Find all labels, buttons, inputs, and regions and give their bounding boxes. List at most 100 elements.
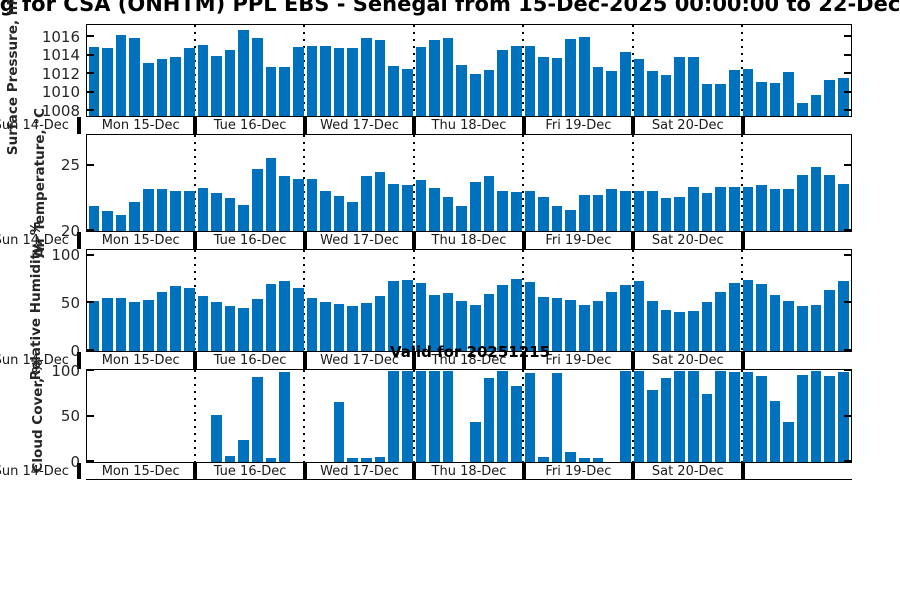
day-label: Tue 16-Dec <box>213 118 287 133</box>
bar <box>647 390 658 462</box>
bar <box>88 206 100 231</box>
bar <box>688 311 699 351</box>
day-label: Fri 19-Dec <box>545 464 612 479</box>
day-label: Fri 19-Dec <box>545 233 612 248</box>
bar <box>388 65 399 116</box>
y-tick-mark <box>87 253 94 256</box>
bar <box>497 190 508 231</box>
bar <box>579 305 590 351</box>
day-label: Wed 17-Dec <box>320 353 400 368</box>
bar <box>579 458 590 462</box>
bar <box>538 56 549 116</box>
bar <box>129 202 140 231</box>
bar <box>238 204 249 231</box>
day-boundary-gridline <box>522 25 525 116</box>
day-label: Sat 20-Dec <box>651 233 724 248</box>
bar <box>252 298 263 351</box>
bar <box>333 195 345 231</box>
day-label: Tue 16-Dec <box>213 233 287 248</box>
bar <box>756 375 767 462</box>
bar <box>374 456 386 462</box>
bar <box>538 296 549 351</box>
bar <box>660 75 672 116</box>
day-label: Thu 18-Dec <box>431 233 507 248</box>
bar <box>265 458 277 462</box>
bar <box>783 72 794 116</box>
y-tick-label: 1008 <box>41 101 80 120</box>
bar <box>238 308 249 351</box>
y-tick-mark <box>87 229 94 231</box>
bar <box>810 371 822 462</box>
bar <box>183 288 195 351</box>
bar <box>688 56 699 116</box>
bar <box>783 189 794 231</box>
subplot-4-ylabel: Cloud Cover, % <box>30 359 46 473</box>
bar <box>524 282 536 351</box>
bar <box>415 283 427 351</box>
bar <box>810 94 822 116</box>
bar <box>769 294 781 351</box>
y-tick-mark <box>844 90 851 93</box>
y-tick-mark <box>844 53 851 56</box>
bar <box>647 300 658 351</box>
bar <box>824 290 835 351</box>
bar <box>510 386 522 462</box>
bar <box>565 452 576 462</box>
bar <box>88 47 100 116</box>
day-boundary-gridline <box>741 25 744 116</box>
bar <box>292 288 304 351</box>
bar <box>197 44 209 116</box>
bar <box>470 74 481 116</box>
day-boundary-tick <box>631 117 636 134</box>
day-boundary-gridline <box>631 25 634 116</box>
bar <box>742 186 754 231</box>
bar <box>742 371 754 462</box>
bar <box>129 38 140 116</box>
bar <box>824 375 835 462</box>
day-boundary-tick <box>302 232 307 249</box>
bar <box>551 372 563 462</box>
bar <box>483 176 495 231</box>
bar <box>470 181 481 231</box>
bar <box>510 46 522 116</box>
bar <box>660 198 672 231</box>
bar <box>279 176 290 231</box>
day-boundary-tick <box>302 463 307 479</box>
bar <box>401 279 413 351</box>
bar <box>265 284 277 351</box>
day-boundary-tick <box>412 232 417 249</box>
y-tick-label: 0 <box>70 452 80 471</box>
bar <box>769 401 781 462</box>
bar <box>647 70 658 116</box>
bar <box>170 190 181 231</box>
day-boundary-gridline <box>412 370 415 462</box>
day-label: Wed 17-Dec <box>320 118 400 133</box>
bar <box>224 50 236 116</box>
day-boundary-tick <box>740 232 745 249</box>
day-boundary-gridline <box>193 250 196 351</box>
day-boundary-gridline <box>631 370 634 462</box>
bar <box>742 68 754 116</box>
bar <box>306 297 318 351</box>
bar <box>728 371 740 462</box>
bar <box>497 285 508 351</box>
bar <box>156 59 168 116</box>
day-label: Mon 15-Dec <box>101 118 180 133</box>
bar <box>238 440 249 462</box>
bar <box>456 300 467 351</box>
bar <box>442 38 454 116</box>
day-boundary-tick <box>77 352 81 369</box>
y-tick-label: 1016 <box>41 27 80 46</box>
bar <box>565 39 576 116</box>
day-label: Wed 17-Dec <box>320 464 400 479</box>
bar <box>660 378 672 462</box>
bar <box>619 285 631 351</box>
bar <box>797 103 808 116</box>
bar <box>606 70 617 116</box>
bar <box>401 68 413 116</box>
y-tick-mark <box>844 349 851 351</box>
bar <box>619 51 631 116</box>
bar <box>415 180 427 231</box>
bar <box>115 215 127 231</box>
